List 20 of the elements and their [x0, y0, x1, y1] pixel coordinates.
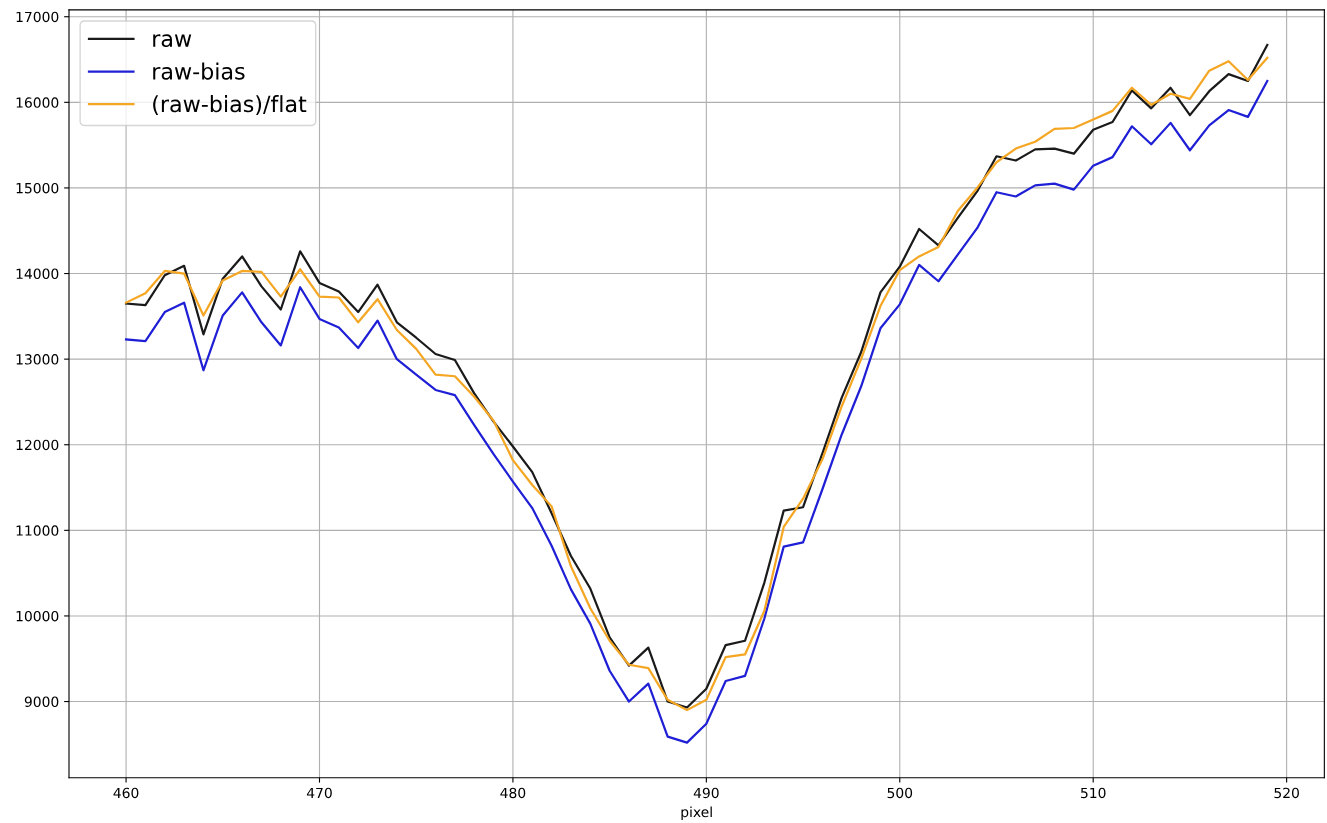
x-tick-label: 520 [1274, 787, 1299, 799]
legend-label: (raw-bias)/flat [153, 95, 307, 115]
x-tick-label: 480 [500, 787, 526, 799]
y-tick-label: 13000 [16, 354, 59, 365]
x-tick-label: 500 [887, 787, 913, 799]
y-tick-label: 17000 [16, 11, 59, 23]
y-tick-label: 12000 [16, 439, 59, 451]
x-axis-title: pixel [681, 806, 712, 820]
y-tick-label: 15000 [16, 182, 59, 194]
legend-label: raw [153, 34, 192, 48]
x-tick-label: 490 [693, 787, 719, 799]
x-tick-label: 460 [113, 787, 139, 799]
x-tick-label: 510 [1081, 787, 1106, 799]
y-tick-label: 10000 [16, 610, 59, 622]
y-tick-label: 14000 [16, 268, 59, 280]
y-tick-label: 16000 [16, 97, 59, 108]
y-tick-label: 11000 [16, 525, 59, 536]
x-tick-label: 470 [306, 787, 332, 799]
y-tick-label: 9000 [24, 696, 59, 708]
legend-label: raw-bias [153, 62, 245, 80]
